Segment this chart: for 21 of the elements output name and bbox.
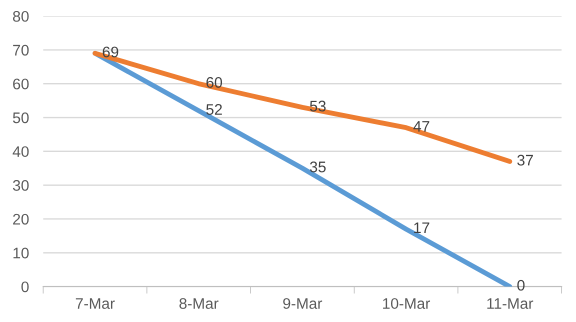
data-label: 17: [414, 222, 430, 234]
x-tick-label: 9-Mar: [283, 298, 322, 309]
x-tick-label: 11-Mar: [487, 298, 534, 309]
y-tick-label: 20: [13, 214, 29, 225]
x-tick-label: 8-Mar: [179, 298, 218, 309]
y-tick-label: 40: [12, 146, 29, 158]
y-tick-label: 70: [13, 44, 29, 56]
y-tick-label: 30: [12, 180, 29, 191]
data-label: 0: [517, 280, 525, 291]
y-tick-label: 80: [12, 10, 29, 22]
data-label: 35: [310, 162, 326, 172]
y-tick-label: 50: [12, 112, 29, 124]
y-tick-label: 10: [13, 248, 29, 258]
data-label: 47: [413, 121, 430, 132]
x-tick-label: 10-Mar: [383, 298, 430, 309]
data-label: 37: [517, 154, 533, 166]
data-label: 69: [102, 46, 118, 58]
x-tick-label: 7-Mar: [76, 298, 115, 309]
data-label: 52: [206, 104, 222, 115]
y-tick-label: 0: [21, 281, 29, 292]
y-tick-label: 60: [13, 78, 29, 90]
